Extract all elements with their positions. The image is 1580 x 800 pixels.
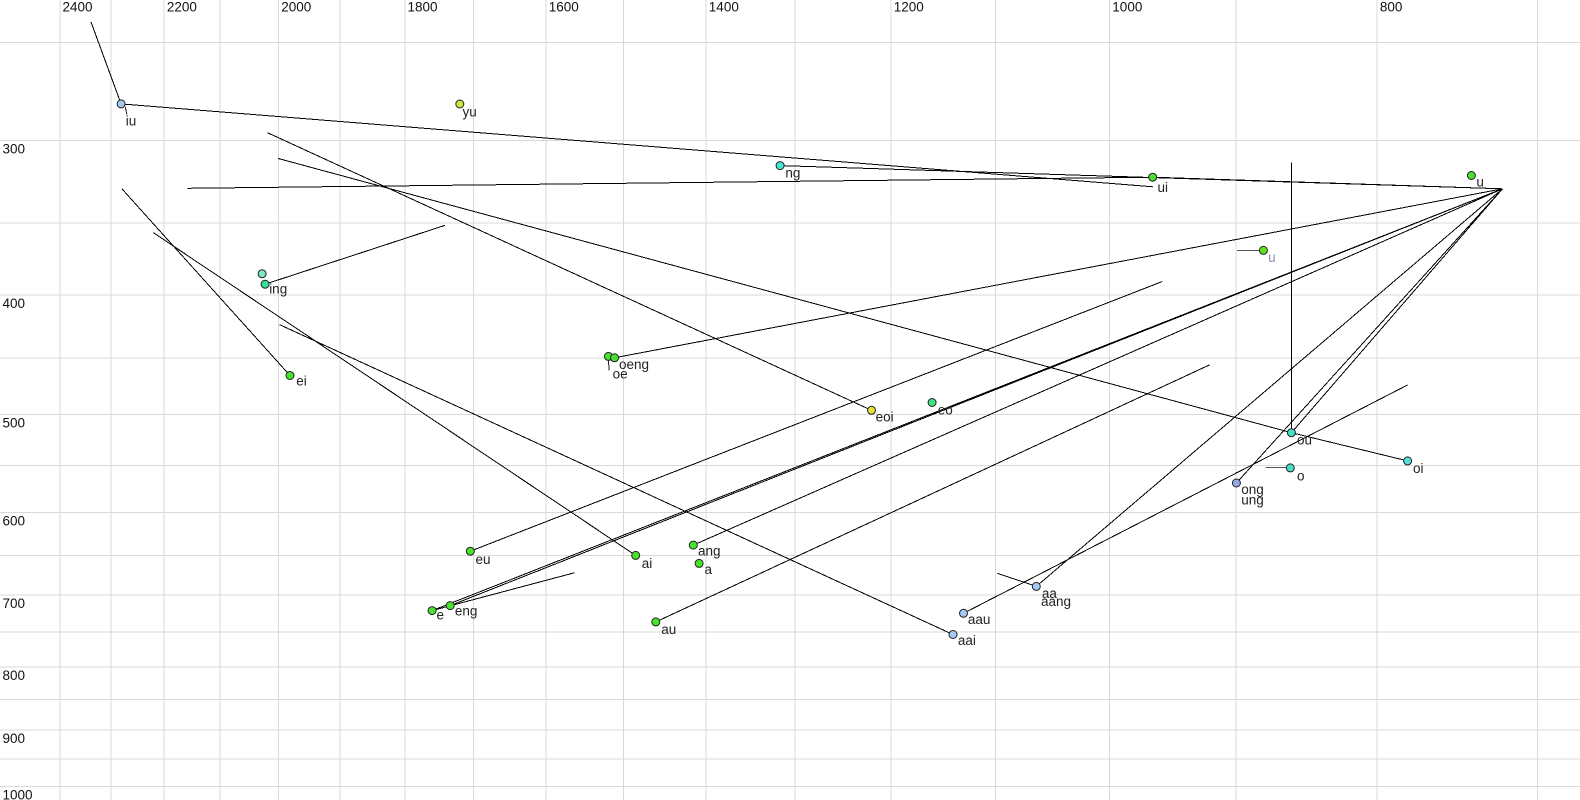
svg-text:800: 800 bbox=[3, 668, 26, 683]
svg-text:aa: aa bbox=[1042, 586, 1058, 601]
svg-text:300: 300 bbox=[3, 142, 26, 157]
svg-text:u: u bbox=[1268, 250, 1276, 265]
svg-text:eoi: eoi bbox=[876, 410, 894, 425]
svg-text:aau: aau bbox=[968, 612, 991, 627]
svg-text:ou: ou bbox=[1297, 432, 1312, 447]
svg-text:oi: oi bbox=[1413, 461, 1424, 476]
svg-text:400: 400 bbox=[3, 296, 26, 311]
svg-text:ui: ui bbox=[1158, 180, 1169, 195]
svg-text:ing: ing bbox=[269, 281, 287, 296]
svg-text:a: a bbox=[705, 562, 713, 577]
svg-text:1200: 1200 bbox=[894, 0, 924, 15]
svg-text:iu: iu bbox=[126, 114, 137, 129]
svg-text:1800: 1800 bbox=[408, 0, 438, 15]
svg-text:1400: 1400 bbox=[709, 0, 739, 15]
svg-text:ong: ong bbox=[1241, 482, 1264, 497]
svg-text:800: 800 bbox=[1380, 0, 1403, 15]
svg-text:e: e bbox=[437, 608, 445, 623]
svg-text:900: 900 bbox=[3, 731, 26, 746]
svg-text:oe: oe bbox=[613, 367, 628, 382]
svg-text:yu: yu bbox=[463, 105, 477, 120]
svg-text:aang: aang bbox=[1041, 594, 1071, 609]
svg-text:500: 500 bbox=[3, 416, 26, 431]
svg-text:700: 700 bbox=[3, 596, 26, 611]
svg-text:au: au bbox=[661, 622, 676, 637]
svg-text:eu: eu bbox=[476, 552, 491, 567]
svg-text:ang: ang bbox=[698, 544, 721, 559]
svg-text:eo: eo bbox=[938, 402, 953, 417]
svg-text:ai: ai bbox=[642, 556, 653, 571]
svg-text:2400: 2400 bbox=[63, 0, 93, 15]
svg-text:1000: 1000 bbox=[3, 787, 33, 800]
svg-text:1000: 1000 bbox=[1112, 0, 1142, 15]
svg-text:1600: 1600 bbox=[549, 0, 579, 15]
svg-text:600: 600 bbox=[3, 513, 26, 528]
svg-text:ung: ung bbox=[1241, 493, 1264, 508]
svg-text:oeng: oeng bbox=[619, 357, 649, 372]
svg-text:eng: eng bbox=[455, 603, 478, 618]
svg-text:ei: ei bbox=[296, 374, 307, 389]
svg-text:aai: aai bbox=[958, 633, 976, 648]
svg-text:u: u bbox=[1476, 175, 1484, 190]
svg-text:2000: 2000 bbox=[281, 0, 311, 15]
svg-text:ng: ng bbox=[785, 166, 800, 181]
svg-text:o: o bbox=[1297, 469, 1305, 484]
svg-text:2200: 2200 bbox=[167, 0, 197, 15]
